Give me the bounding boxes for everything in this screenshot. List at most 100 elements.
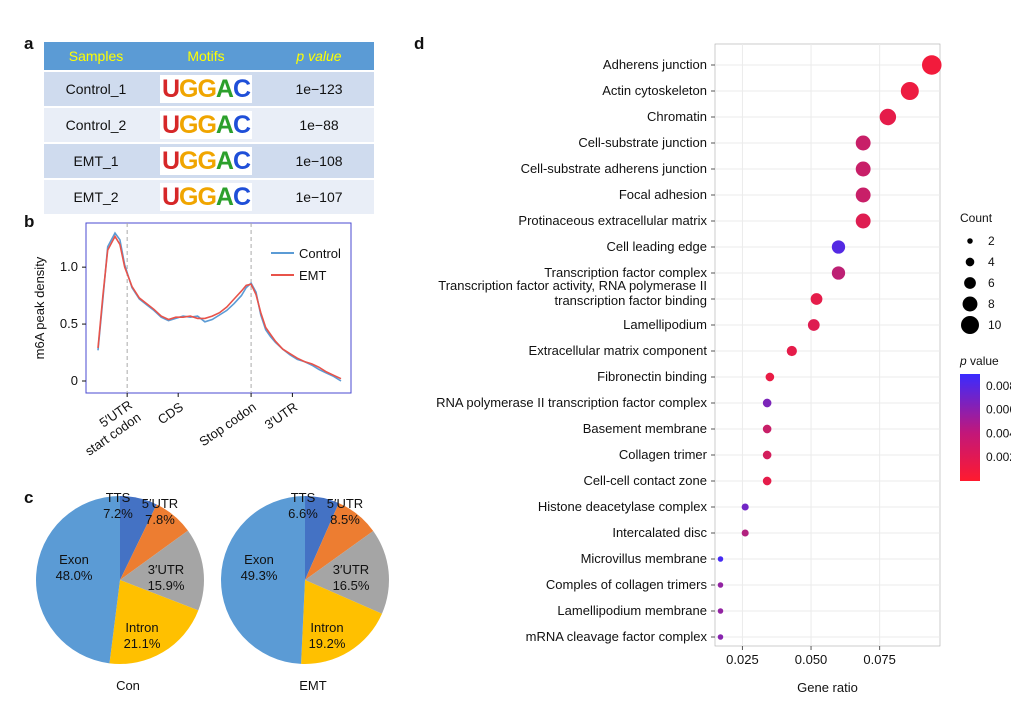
size-legend-dot — [965, 257, 975, 267]
dot-point — [855, 161, 871, 177]
motif-logo: UGGAC — [159, 183, 253, 211]
color-legend-label: 0.008 — [986, 379, 1011, 393]
pie-slice-label: 3′UTR — [148, 562, 184, 577]
dot-point — [717, 582, 724, 588]
sample-cell: EMT_1 — [44, 144, 148, 178]
motif-logo: UGGAC — [159, 75, 253, 103]
motif-letter: U — [161, 147, 180, 175]
dot-point — [855, 135, 871, 151]
pie-slice-5utr — [120, 504, 188, 580]
pie-slice-intron — [109, 580, 199, 664]
header-pvalue: p value — [264, 42, 374, 70]
pie-slice-value: 19.2% — [309, 636, 346, 651]
category-label: Adherens junction — [603, 57, 707, 72]
pie-slice-exon — [35, 496, 120, 664]
peak-density-chart: 0 0.5 1.0 m6A peak density Control EMT 5′UTRst… — [32, 222, 352, 459]
size-legend-label: 2 — [988, 234, 995, 248]
size-legend-dot — [962, 296, 978, 312]
motif-letter: U — [161, 111, 180, 139]
category-label: Cell leading edge — [607, 239, 707, 254]
category-label: Histone deacetylase complex — [538, 499, 708, 514]
legend-label: EMT — [299, 268, 327, 283]
y-tick-label: 0.5 — [60, 316, 78, 331]
pie-slice-value: 21.1% — [124, 636, 161, 651]
dot-point — [762, 424, 772, 434]
dot-point — [762, 398, 772, 408]
pie-slice-label: Intron — [310, 620, 343, 635]
legend-label: Control — [299, 246, 341, 261]
category-label: Basement membrane — [583, 421, 707, 436]
category-label: Extracellular matrix component — [529, 343, 708, 358]
color-legend-label: 0.002 — [986, 450, 1011, 464]
sample-cell: EMT_2 — [44, 180, 148, 214]
pie-slice-value: 48.0% — [56, 568, 93, 583]
x-tick-label: 3′UTR — [262, 399, 300, 432]
y-axis-label: m6A peak density — [32, 256, 47, 359]
panel-letter-c: c — [24, 488, 34, 507]
y-tick-label: 0 — [71, 373, 78, 388]
pie-slice-value: 7.8% — [145, 512, 175, 527]
category-label: Transcription factor complex — [544, 265, 707, 280]
dot-point — [879, 108, 897, 126]
category-label: Cell-cell contact zone — [583, 473, 707, 488]
category-label: Microvillus membrane — [581, 551, 707, 566]
category-label: mRNA cleavage factor complex — [526, 629, 708, 644]
pie-slice-value: 16.5% — [333, 578, 370, 593]
dot-point — [741, 529, 749, 537]
motif-letter: C — [232, 183, 251, 211]
motif-cell: UGGAC — [148, 144, 264, 178]
motif-letter: C — [232, 111, 251, 139]
motif-letter: G — [197, 147, 216, 175]
x-tick-label: Stop codon — [196, 399, 258, 449]
pie-slice-label: 5′UTR — [327, 496, 363, 511]
pie-slice-value: 49.3% — [241, 568, 278, 583]
pie-slice-3utr — [120, 530, 205, 611]
pie-slice-value: 15.9% — [148, 578, 185, 593]
x-tick-label: CDS — [155, 399, 186, 427]
pie-slice-label: TTS — [106, 490, 131, 505]
pie-slice-label: Exon — [244, 552, 274, 567]
motif-table-header: Samples Motifs p value — [44, 42, 374, 70]
panel-letter-d: d — [414, 34, 425, 53]
category-label: transcription factor binding — [555, 293, 707, 308]
motif-logo: UGGAC — [159, 111, 253, 139]
table-row: Control_2 UGGAC 1e−88 — [44, 108, 374, 142]
pie-slice-label: 3′UTR — [333, 562, 369, 577]
dot-point — [717, 634, 724, 640]
table-row: EMT_1 UGGAC 1e−108 — [44, 144, 374, 178]
motif-letter: G — [179, 147, 198, 175]
motif-cell: UGGAC — [148, 180, 264, 214]
dot-point — [831, 240, 846, 254]
motif-letter: G — [197, 183, 216, 211]
pie-title: EMT — [299, 678, 327, 693]
motif-logo: UGGAC — [159, 147, 253, 175]
motif-letter: U — [161, 183, 180, 211]
pie-slice-value: 8.5% — [330, 512, 360, 527]
pie-title: Con — [116, 678, 140, 693]
pie-slice-label: 5′UTR — [142, 496, 178, 511]
dot-plot-frame — [714, 43, 941, 647]
dot-point — [810, 293, 823, 305]
dot-point — [717, 608, 724, 614]
header-samples: Samples — [44, 42, 148, 70]
pie-slice-tts — [120, 496, 157, 580]
motif-letter: A — [215, 147, 234, 175]
category-label: Chromatin — [647, 109, 707, 124]
pie-slice-value: 6.6% — [288, 506, 318, 521]
motif-table: Samples Motifs p value Control_1 UGGAC 1… — [44, 40, 374, 216]
dot-point — [855, 213, 871, 229]
pie-slice-tts — [305, 496, 339, 580]
panel-letter-a: a — [24, 34, 34, 53]
size-legend-label: 6 — [988, 276, 995, 290]
category-label: Fibronectin binding — [597, 369, 707, 384]
motif-cell: UGGAC — [148, 72, 264, 106]
table-row: EMT_2 UGGAC 1e−107 — [44, 180, 374, 214]
x-tick-label: 0.025 — [726, 652, 759, 667]
series-line-emt — [97, 234, 342, 380]
motif-letter: C — [232, 147, 251, 175]
pvalue-cell: 1e−88 — [264, 108, 374, 142]
dot-point — [717, 556, 724, 562]
category-label: Lamellipodium — [623, 317, 707, 332]
